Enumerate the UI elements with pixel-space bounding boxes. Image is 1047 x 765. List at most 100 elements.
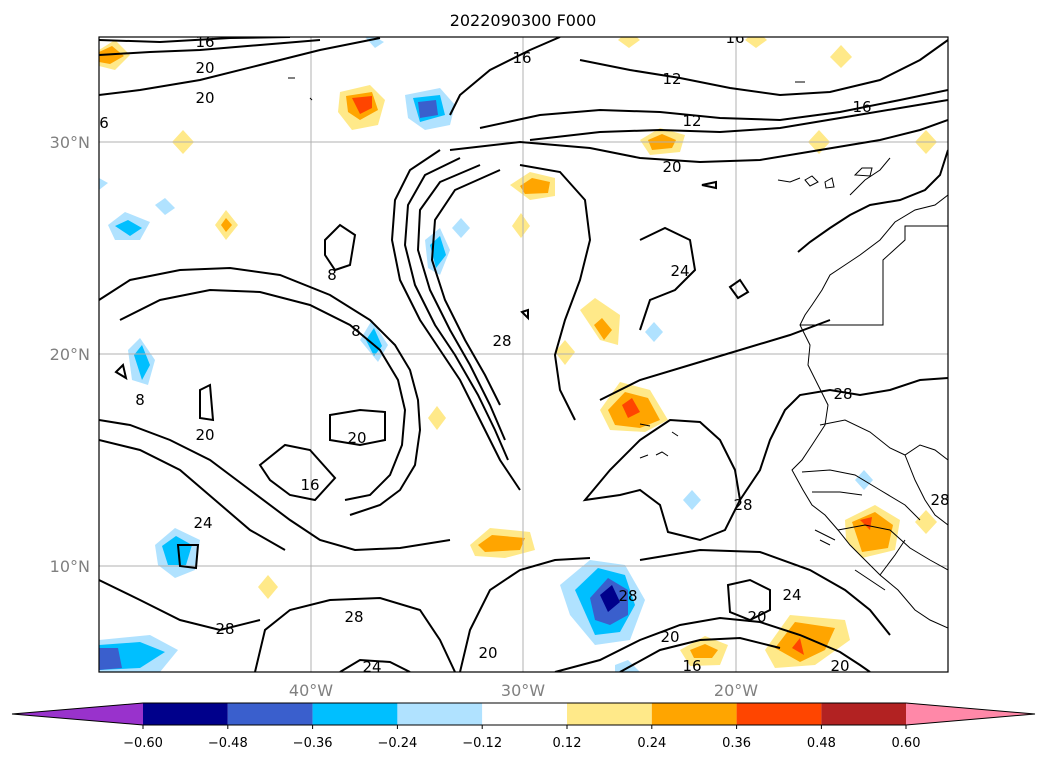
lat-label-30n: 30°N bbox=[50, 133, 90, 152]
contour-label: 16 bbox=[195, 33, 214, 51]
shade-small-blue-c bbox=[683, 490, 701, 510]
contour-label: 6 bbox=[99, 114, 109, 132]
canary-2 bbox=[804, 175, 819, 187]
contour-small-box-2 bbox=[728, 278, 750, 300]
colorbar-segment-3 bbox=[312, 703, 398, 725]
contour-bottom-4 bbox=[554, 616, 871, 672]
coastline-iberia-africa-n bbox=[849, 157, 891, 196]
colorbar: −0.60 −0.48 −0.36 −0.24 −0.12 0.12 0.24 … bbox=[11, 702, 1036, 751]
border-4 bbox=[812, 491, 863, 496]
contour-label: 28 bbox=[618, 587, 637, 605]
border-3 bbox=[801, 469, 921, 521]
shade-small-orange-j bbox=[915, 510, 937, 534]
border-5 bbox=[837, 524, 948, 571]
contour-bottom-24 bbox=[639, 548, 891, 636]
contour-label: 28 bbox=[733, 496, 752, 514]
contour-20-top bbox=[99, 39, 321, 56]
contour-24-right bbox=[639, 226, 697, 331]
shade-small-blue-h bbox=[155, 198, 175, 215]
contour-20-top2 bbox=[99, 37, 381, 96]
contour-label: 16 bbox=[725, 29, 744, 47]
shade-navy-2 bbox=[600, 585, 620, 612]
colorbar-segment-5 bbox=[482, 703, 567, 725]
contour-bottom-2 bbox=[254, 596, 456, 672]
contour-12-b bbox=[479, 89, 948, 129]
colorbar-segment-9 bbox=[821, 703, 906, 725]
cape-verde-1 bbox=[639, 451, 669, 459]
contour-label: 20 bbox=[830, 657, 849, 675]
shade-orange-11 bbox=[594, 318, 612, 340]
contour-label: 28 bbox=[344, 608, 363, 626]
colorbar-segment-10 bbox=[906, 703, 1035, 725]
contour-labels: 16 20 20 16 12 12 16 16 6 20 8 8 8 20 16… bbox=[99, 29, 949, 675]
contour-small-2 bbox=[520, 308, 529, 321]
coastlines bbox=[288, 77, 948, 629]
contour-bottom-left-24 bbox=[339, 658, 411, 672]
contour-label: 28 bbox=[930, 491, 949, 509]
contour-box-left bbox=[199, 383, 215, 422]
shade-small-orange-l bbox=[745, 37, 767, 48]
border-7 bbox=[904, 454, 948, 526]
contour-label: 8 bbox=[135, 391, 145, 409]
contour-label: 28 bbox=[833, 385, 852, 403]
contour-16-left-blob bbox=[258, 443, 337, 502]
lat-label-10n: 10°N bbox=[50, 557, 90, 576]
contours bbox=[99, 37, 948, 672]
contour-label: 12 bbox=[682, 112, 701, 130]
shade-small-orange-k bbox=[618, 37, 640, 48]
contour-8-left-blob bbox=[324, 223, 357, 272]
colorbar-segment-6 bbox=[567, 703, 652, 725]
contour-28-right-2 bbox=[739, 377, 948, 501]
azores bbox=[288, 77, 313, 101]
contour-small-box-1 bbox=[176, 544, 200, 570]
contour-label: 28 bbox=[492, 332, 511, 350]
shade-small-blue-g bbox=[615, 660, 640, 672]
contour-label: 20 bbox=[660, 628, 679, 646]
colorbar-tick-label: 0.36 bbox=[722, 736, 751, 751]
contour-label: 24 bbox=[193, 514, 212, 532]
colorbar-segment-0 bbox=[12, 703, 143, 725]
contour-20-left-blob bbox=[329, 408, 386, 447]
map-title: 2022090300 F000 bbox=[450, 11, 597, 30]
colorbar-tick-label: −0.36 bbox=[293, 736, 333, 751]
lon-label-40w: 40°W bbox=[289, 681, 333, 700]
contour-top-right-a bbox=[449, 37, 561, 116]
plot-area: 16 20 20 16 12 12 16 16 6 20 8 8 8 20 16… bbox=[98, 29, 949, 675]
colorbar-tick-label: 0.60 bbox=[892, 736, 921, 751]
shade-blue-dark bbox=[418, 100, 438, 118]
contour-label: 16 bbox=[512, 49, 531, 67]
contour-bottom-20-blob bbox=[726, 578, 771, 622]
contour-label: 20 bbox=[747, 608, 766, 626]
contour-label: 12 bbox=[662, 70, 681, 88]
canary-1 bbox=[777, 177, 801, 183]
contour-u-2 bbox=[403, 157, 509, 461]
colorbar-tick-label: −0.60 bbox=[123, 736, 163, 751]
contour-label: 20 bbox=[195, 59, 214, 77]
contour-label: 8 bbox=[351, 322, 361, 340]
colorbar-segment-7 bbox=[651, 703, 737, 725]
contour-label: 20 bbox=[662, 158, 681, 176]
contour-label: 16 bbox=[300, 476, 319, 494]
shade-small-orange-f bbox=[258, 575, 278, 599]
shade-orange-9 bbox=[690, 644, 718, 658]
colorbar-tick-label: 0.12 bbox=[553, 736, 582, 751]
contour-label: 16 bbox=[852, 98, 871, 116]
shade-small-blue-f bbox=[99, 178, 108, 190]
cape-verde-2 bbox=[639, 423, 679, 437]
shade-red-2 bbox=[622, 398, 640, 418]
contour-left-1 bbox=[99, 266, 422, 516]
lon-label-30w: 30°W bbox=[501, 681, 545, 700]
contour-bottom-1 bbox=[99, 579, 261, 632]
canary-4 bbox=[853, 167, 873, 177]
colorbar-segment-8 bbox=[736, 703, 822, 725]
contour-small-3 bbox=[701, 180, 717, 190]
contour-28-right bbox=[599, 319, 831, 401]
shade-blue-mid-16 bbox=[162, 536, 192, 565]
shaded-anomalies bbox=[99, 37, 937, 672]
contour-label: 20 bbox=[195, 426, 214, 444]
plot-frame bbox=[98, 36, 949, 673]
shade-red-5 bbox=[860, 517, 872, 530]
contour-u-3 bbox=[416, 164, 506, 441]
colorbar-tick-label: −0.48 bbox=[208, 736, 248, 751]
coastline-africa bbox=[791, 194, 948, 629]
